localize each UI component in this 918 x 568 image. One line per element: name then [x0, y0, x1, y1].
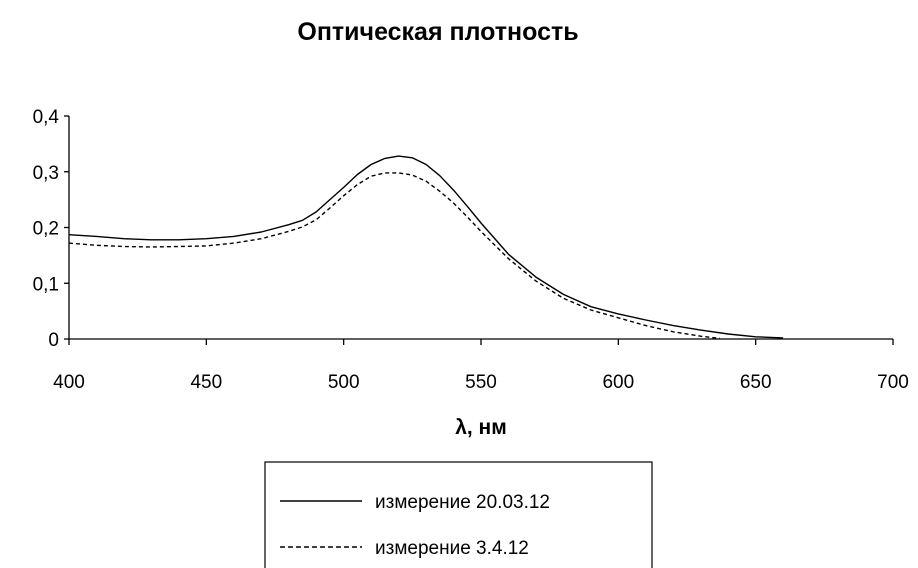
series-lines: [68, 155, 784, 340]
axes: [68, 116, 893, 340]
x-tick-label: 500: [328, 372, 360, 393]
x-axis-label: λ, нм: [455, 416, 507, 439]
y-tick-label: 0: [48, 330, 59, 351]
y-tick-label: 0,3: [33, 163, 59, 184]
x-tick-label: 600: [602, 372, 634, 393]
series-line-2: [68, 172, 721, 340]
x-tick-label: 400: [53, 372, 85, 393]
chart-title: Оптическая плотность: [297, 18, 578, 46]
y-tick-label: 0,1: [33, 274, 59, 295]
series-line-1: [68, 155, 784, 339]
legend-box: [264, 461, 653, 568]
y-tick-label: 0,4: [33, 107, 60, 128]
x-tick-label: 700: [877, 372, 909, 393]
x-tick-label: 550: [465, 372, 497, 393]
x-ticks: 400 450 500 550 600 650 700: [53, 339, 909, 393]
y-tick-label: 0,2: [33, 219, 59, 240]
legend-label-2: измерение 3.4.12: [375, 538, 529, 559]
legend: измерение 20.03.12 измерение 3.4.12: [264, 461, 653, 568]
legend-label-1: измерение 20.03.12: [375, 492, 550, 513]
y-ticks: 0 0,1 0,2 0,3 0,4: [33, 107, 69, 351]
x-tick-label: 650: [740, 372, 772, 393]
x-tick-label: 450: [190, 372, 222, 393]
